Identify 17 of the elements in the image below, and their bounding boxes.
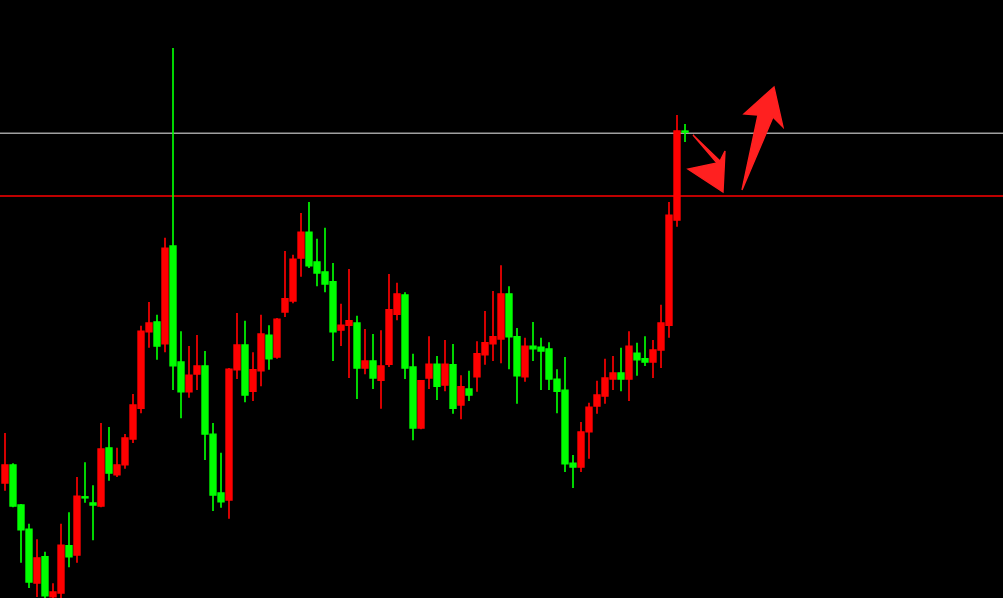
candlestick — [89, 484, 97, 542]
candlestick — [1, 432, 9, 492]
candlestick — [681, 123, 689, 143]
candlestick — [81, 461, 89, 504]
candlestick — [465, 370, 473, 402]
candlestick — [193, 334, 201, 391]
candlestick — [369, 333, 377, 390]
candlestick — [441, 339, 449, 393]
candlestick — [361, 328, 369, 375]
candlestick — [617, 346, 625, 393]
candlestick — [377, 329, 385, 410]
candlestick — [265, 324, 273, 371]
candlestick — [185, 345, 193, 399]
candlestick — [433, 355, 441, 401]
candlestick — [457, 374, 465, 421]
candlestick — [425, 335, 433, 390]
candlestick — [65, 511, 73, 569]
